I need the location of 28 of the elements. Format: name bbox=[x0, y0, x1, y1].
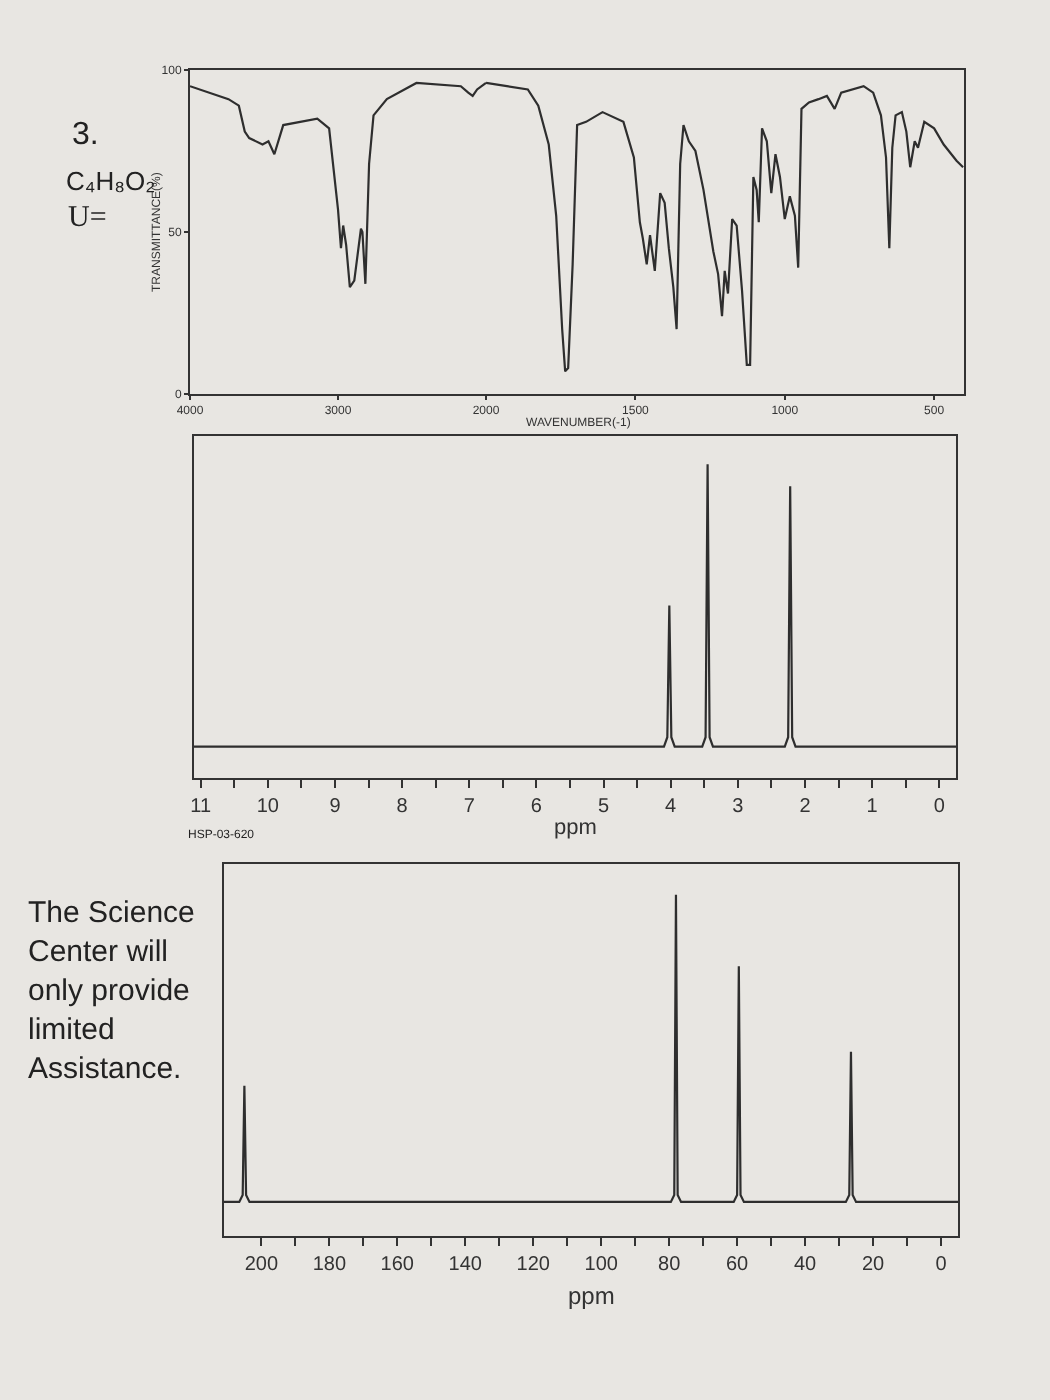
x-tick-label: 0 bbox=[933, 796, 946, 818]
text: The Science Center will only provide limited Assistance. bbox=[28, 896, 195, 1086]
text: U= bbox=[68, 202, 107, 234]
x-tick-label: 3 bbox=[732, 796, 745, 818]
x-axis-title: ppm bbox=[554, 816, 597, 840]
x-tick-label: 11 bbox=[190, 796, 212, 818]
x-tick-label: 20 bbox=[861, 1254, 886, 1276]
x-tick-label: 0 bbox=[935, 1254, 948, 1276]
x-tick-label: 140 bbox=[448, 1254, 483, 1276]
x-axis-title: ppm bbox=[568, 1282, 615, 1310]
x-tick-label: 40 bbox=[793, 1254, 818, 1276]
x-tick-label: 60 bbox=[725, 1254, 750, 1276]
x-tick-label: 7 bbox=[463, 796, 476, 818]
x-tick-label: 8 bbox=[396, 796, 409, 818]
x-tick-label: 180 bbox=[312, 1254, 347, 1276]
x-tick-label: 2 bbox=[799, 796, 812, 818]
x-tick-label: 120 bbox=[516, 1254, 551, 1276]
x-tick-label: 5 bbox=[597, 796, 610, 818]
x-tick-label: 6 bbox=[530, 796, 543, 818]
x-tick-label: 100 bbox=[584, 1254, 619, 1276]
x-tick-label: 1 bbox=[866, 796, 879, 818]
text: 3. bbox=[72, 118, 99, 152]
x-tick-label: 160 bbox=[380, 1254, 415, 1276]
x-tick-label: 4 bbox=[665, 796, 678, 818]
x-tick-label: 9 bbox=[329, 796, 342, 818]
x-tick-label: 200 bbox=[244, 1254, 279, 1276]
x-tick-label: 80 bbox=[658, 1254, 682, 1276]
x-tick-label: 10 bbox=[256, 796, 280, 818]
